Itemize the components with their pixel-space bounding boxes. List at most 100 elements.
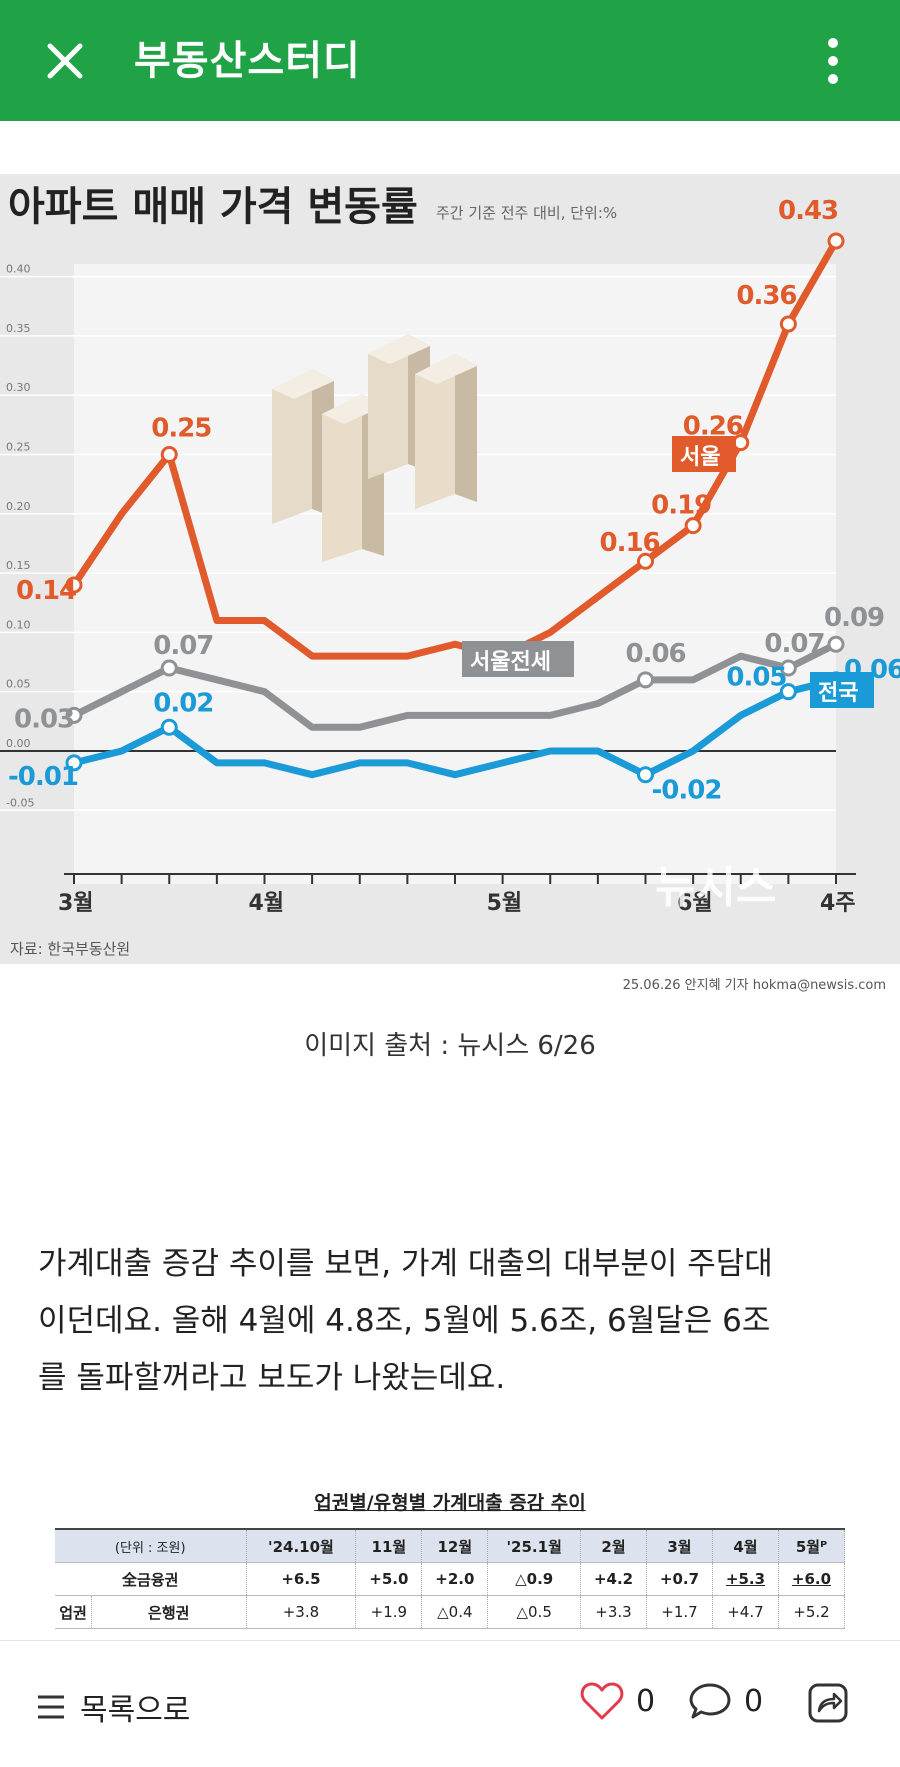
table-row-label: 全금융권 bbox=[55, 1562, 247, 1596]
y-tick-label: 0.20 bbox=[6, 500, 31, 513]
data-label: 0.14 bbox=[16, 576, 76, 606]
x-tick-label: 4월 bbox=[249, 891, 285, 916]
table-title: 업권별/유형별 가계대출 증감 추이 bbox=[314, 1492, 586, 1514]
data-label: 0.09 bbox=[824, 603, 884, 633]
data-label: 0.07 bbox=[153, 631, 213, 661]
table-row: 업권 은행권 +3.8 +1.9 △0.4 △0.5 +3.3 +1.7 +4.… bbox=[55, 1595, 845, 1629]
series-name-tag bbox=[672, 436, 736, 472]
chart-subtitle: 주간 기준 전주 대비, 단위:% bbox=[436, 204, 617, 222]
table-cell: +6.5 bbox=[246, 1562, 357, 1596]
table-cell: +5.2 bbox=[778, 1595, 845, 1629]
comment-count: 0 bbox=[744, 1683, 764, 1719]
data-point bbox=[65, 576, 83, 594]
table-row-label: 은행권 bbox=[91, 1595, 247, 1629]
series-name-label: 전국 bbox=[818, 681, 858, 706]
data-label: 0.06 bbox=[626, 639, 686, 669]
table-cell: +5.3 bbox=[712, 1562, 779, 1596]
data-label: -0.01 bbox=[8, 762, 78, 792]
loan-table: (단위 : 조원) '24.10월 11월 12월 '25.1월 2월 3월 4… bbox=[55, 1528, 845, 1629]
table-unit: (단위 : 조원) bbox=[55, 1528, 247, 1563]
table-cell: +5.0 bbox=[355, 1562, 423, 1596]
loan-table-image: 업권별/유형별 가계대출 증감 추이 (단위 : 조원) '24.10월 11월… bbox=[55, 1488, 845, 1648]
y-tick-label: 0.10 bbox=[6, 618, 31, 631]
data-label: -0.02 bbox=[652, 776, 722, 806]
table-cell: +1.7 bbox=[646, 1595, 713, 1629]
series-name-tag bbox=[810, 672, 874, 708]
data-point bbox=[65, 754, 83, 772]
x-tick-label: 6월 bbox=[677, 891, 713, 916]
table-col-header: 4월 bbox=[712, 1528, 779, 1563]
table-cell: +1.9 bbox=[355, 1595, 423, 1629]
series-name-label: 서울 bbox=[680, 445, 720, 470]
series-line bbox=[70, 237, 840, 660]
data-point bbox=[65, 706, 83, 724]
data-label: 0.07 bbox=[764, 629, 824, 659]
table-col-header: 3월 bbox=[646, 1528, 713, 1563]
table-header-row: (단위 : 조원) '24.10월 11월 12월 '25.1월 2월 3월 4… bbox=[55, 1528, 845, 1563]
table-cell: +2.0 bbox=[421, 1562, 489, 1596]
table-col-header: 11월 bbox=[355, 1528, 423, 1563]
series-line bbox=[70, 640, 840, 731]
data-point bbox=[779, 315, 797, 333]
table-row: 全금융권 +6.5 +5.0 +2.0 △0.9 +4.2 +0.7 +5.3 … bbox=[55, 1562, 845, 1596]
table-row-group: 업권 bbox=[55, 1595, 92, 1629]
more-options-icon[interactable] bbox=[815, 34, 851, 88]
table-cell: +4.7 bbox=[712, 1595, 779, 1629]
table-cell: +4.2 bbox=[580, 1562, 647, 1596]
page-title: 부동산스터디 bbox=[134, 38, 361, 84]
close-icon[interactable] bbox=[40, 36, 90, 86]
data-label: 0.16 bbox=[600, 528, 660, 558]
list-icon bbox=[38, 1695, 64, 1719]
table-cell: +6.0 bbox=[778, 1562, 845, 1596]
data-label: 0.02 bbox=[153, 688, 213, 718]
share-icon bbox=[808, 1683, 848, 1723]
x-tick-label: 4주 bbox=[820, 891, 856, 916]
data-point bbox=[779, 659, 797, 677]
table-cell: +3.3 bbox=[580, 1595, 647, 1629]
back-to-list-label: 목록으로 bbox=[80, 1693, 191, 1728]
table-col-header: '25.1월 bbox=[487, 1528, 582, 1563]
data-label: 0.05 bbox=[726, 663, 786, 693]
x-tick-label: 3월 bbox=[58, 891, 94, 916]
table-cell: +0.7 bbox=[646, 1562, 713, 1596]
data-label: 0.03 bbox=[14, 704, 74, 734]
image-caption: 이미지 출처 : 뉴시스 6/26 bbox=[304, 1031, 596, 1061]
heart-icon bbox=[580, 1682, 624, 1720]
table-cell: △0.9 bbox=[487, 1562, 582, 1596]
table-col-header: '24.10월 bbox=[246, 1528, 357, 1563]
building-illustration bbox=[272, 334, 477, 562]
paragraph-line: 가계대출 증감 추이를 보면, 가계 대출의 대부분이 주담대 bbox=[38, 1246, 773, 1282]
data-point bbox=[827, 232, 845, 250]
series-name-label: 서울전세 bbox=[470, 650, 551, 675]
share-button[interactable] bbox=[806, 1681, 850, 1729]
chart-image: 0.40 0.35 0.30 0.25 0.20 0.15 0.10 0.05 0.00 -0.0… bbox=[0, 174, 900, 993]
table-col-header: 5월ᴾ bbox=[778, 1528, 845, 1563]
table-col-header: 12월 bbox=[421, 1528, 489, 1563]
chart-title: 아파트 매매 가격 변동률 bbox=[8, 184, 418, 230]
y-tick-label: 0.30 bbox=[6, 381, 31, 394]
series-line bbox=[70, 676, 840, 779]
data-point bbox=[637, 766, 654, 784]
data-label: 0.25 bbox=[151, 413, 211, 443]
back-to-list-button[interactable]: 목록으로 bbox=[36, 1685, 190, 1729]
x-tick-label: 5월 bbox=[487, 891, 523, 916]
like-button[interactable]: 0 bbox=[580, 1681, 655, 1721]
table-cell: +3.8 bbox=[246, 1595, 357, 1629]
y-tick-label: 0.35 bbox=[6, 322, 31, 335]
data-point bbox=[827, 635, 845, 653]
y-tick-label: 0.05 bbox=[6, 678, 31, 691]
series-name-tag bbox=[462, 641, 574, 677]
data-point bbox=[160, 718, 178, 736]
comment-button[interactable]: 0 bbox=[688, 1681, 763, 1721]
table-cell: △0.5 bbox=[487, 1595, 582, 1629]
y-tick-label: 0.00 bbox=[6, 737, 31, 750]
data-point bbox=[779, 683, 797, 701]
chart-source: 자료: 한국부동산원 bbox=[10, 940, 130, 958]
like-count: 0 bbox=[636, 1683, 656, 1719]
top-app-bar: 부동산스터디 bbox=[0, 0, 900, 121]
line-chart: 0.40 0.35 0.30 0.25 0.20 0.15 0.10 0.05 0.00 -0.0… bbox=[0, 184, 900, 958]
y-tick-label: 0.25 bbox=[6, 440, 31, 453]
paragraph-line: 이던데요. 올해 4월에 4.8조, 5월에 5.6조, 6월달은 6조 bbox=[38, 1303, 771, 1339]
data-point bbox=[160, 445, 178, 463]
chart-credit: 25.06.26 안지혜 기자 hokma@newsis.com bbox=[622, 974, 886, 993]
